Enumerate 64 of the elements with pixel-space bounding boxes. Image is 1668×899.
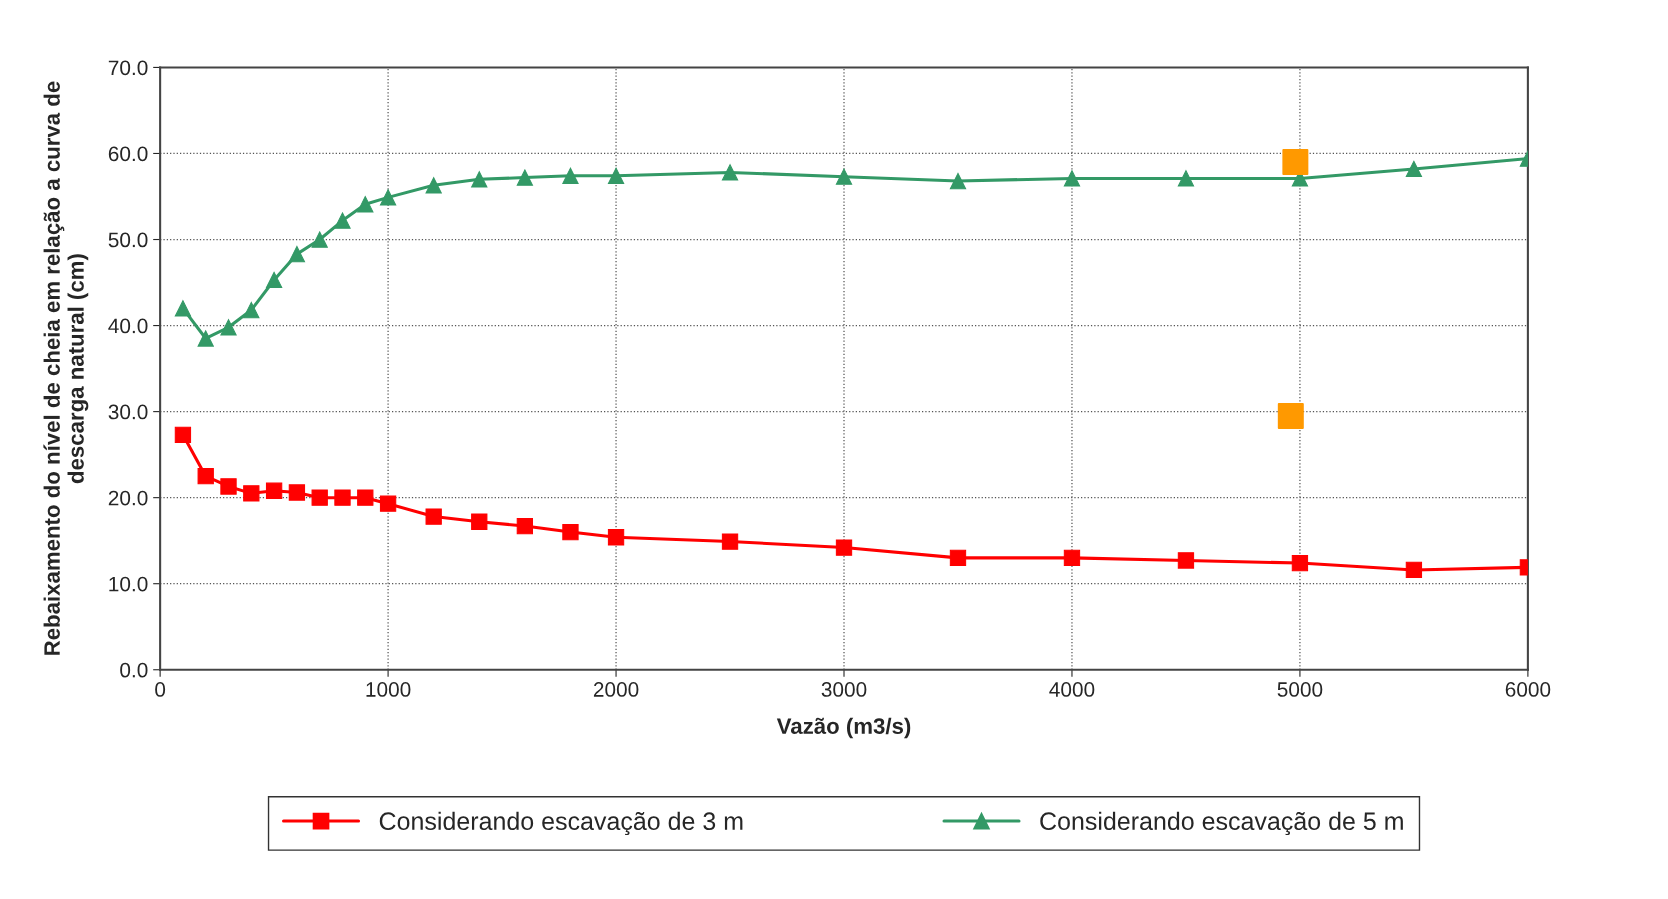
point xyxy=(197,467,214,485)
point xyxy=(1405,561,1423,579)
point xyxy=(265,482,283,499)
point xyxy=(1282,149,1309,176)
x-tick-label: 3000 xyxy=(821,682,867,697)
point xyxy=(835,168,853,185)
y-tick-label: 10.0 xyxy=(109,576,148,592)
x-tick-label: 0 xyxy=(155,682,166,697)
x-tick-label: 4000 xyxy=(1049,682,1095,697)
point xyxy=(425,508,442,525)
point xyxy=(425,177,442,194)
point xyxy=(288,484,306,501)
point xyxy=(949,172,967,190)
x-axis-title: Vazão (m3/s) xyxy=(776,717,911,739)
point xyxy=(1177,170,1195,187)
point xyxy=(516,517,534,535)
point xyxy=(379,189,397,206)
point xyxy=(562,167,579,184)
point xyxy=(334,489,351,506)
point xyxy=(334,212,351,229)
point xyxy=(220,478,237,495)
point xyxy=(1291,554,1309,572)
x-tick-label: 1000 xyxy=(366,682,411,697)
y-tick-label: 60.0 xyxy=(108,146,148,162)
point xyxy=(516,169,534,186)
point xyxy=(471,513,488,530)
point xyxy=(288,245,306,263)
point xyxy=(1277,402,1304,429)
point xyxy=(721,533,739,550)
point xyxy=(607,529,625,546)
x-tick-label: 5000 xyxy=(1277,682,1323,697)
point xyxy=(357,489,374,506)
y-tick-label: 20.0 xyxy=(108,490,148,506)
point xyxy=(174,300,192,317)
point xyxy=(1063,549,1081,567)
y-tick-label: 0.0 xyxy=(120,662,148,678)
point xyxy=(243,485,260,502)
point xyxy=(357,196,374,213)
point xyxy=(243,301,260,319)
point xyxy=(174,426,192,443)
point xyxy=(471,171,488,188)
y-axis-title: Rebaixamento do nível de cheia em relação a curva de descarga natural (cm) xyxy=(43,81,89,655)
point xyxy=(265,271,283,289)
point xyxy=(197,330,214,347)
legend-label: Considerando escavação de 5 m xyxy=(1040,811,1403,836)
point xyxy=(1405,160,1423,178)
y-tick-label: 40.0 xyxy=(108,318,148,334)
point xyxy=(607,167,625,184)
x-tick-label: 6000 xyxy=(1505,682,1551,697)
x-tick-label: 2000 xyxy=(593,682,639,697)
point xyxy=(835,539,853,556)
point xyxy=(1177,552,1195,569)
point xyxy=(220,319,237,336)
legend-label: Considerando escavação de 3 m xyxy=(379,811,743,836)
point xyxy=(949,549,967,567)
point xyxy=(721,164,739,181)
point xyxy=(311,231,328,248)
y-tick-label: 70.0 xyxy=(108,60,148,76)
y-tick-label: 30.0 xyxy=(108,404,148,420)
point xyxy=(379,495,397,512)
point xyxy=(1063,170,1081,187)
y-tick-label: 50.0 xyxy=(108,232,148,248)
point xyxy=(311,489,328,506)
point xyxy=(562,523,579,541)
